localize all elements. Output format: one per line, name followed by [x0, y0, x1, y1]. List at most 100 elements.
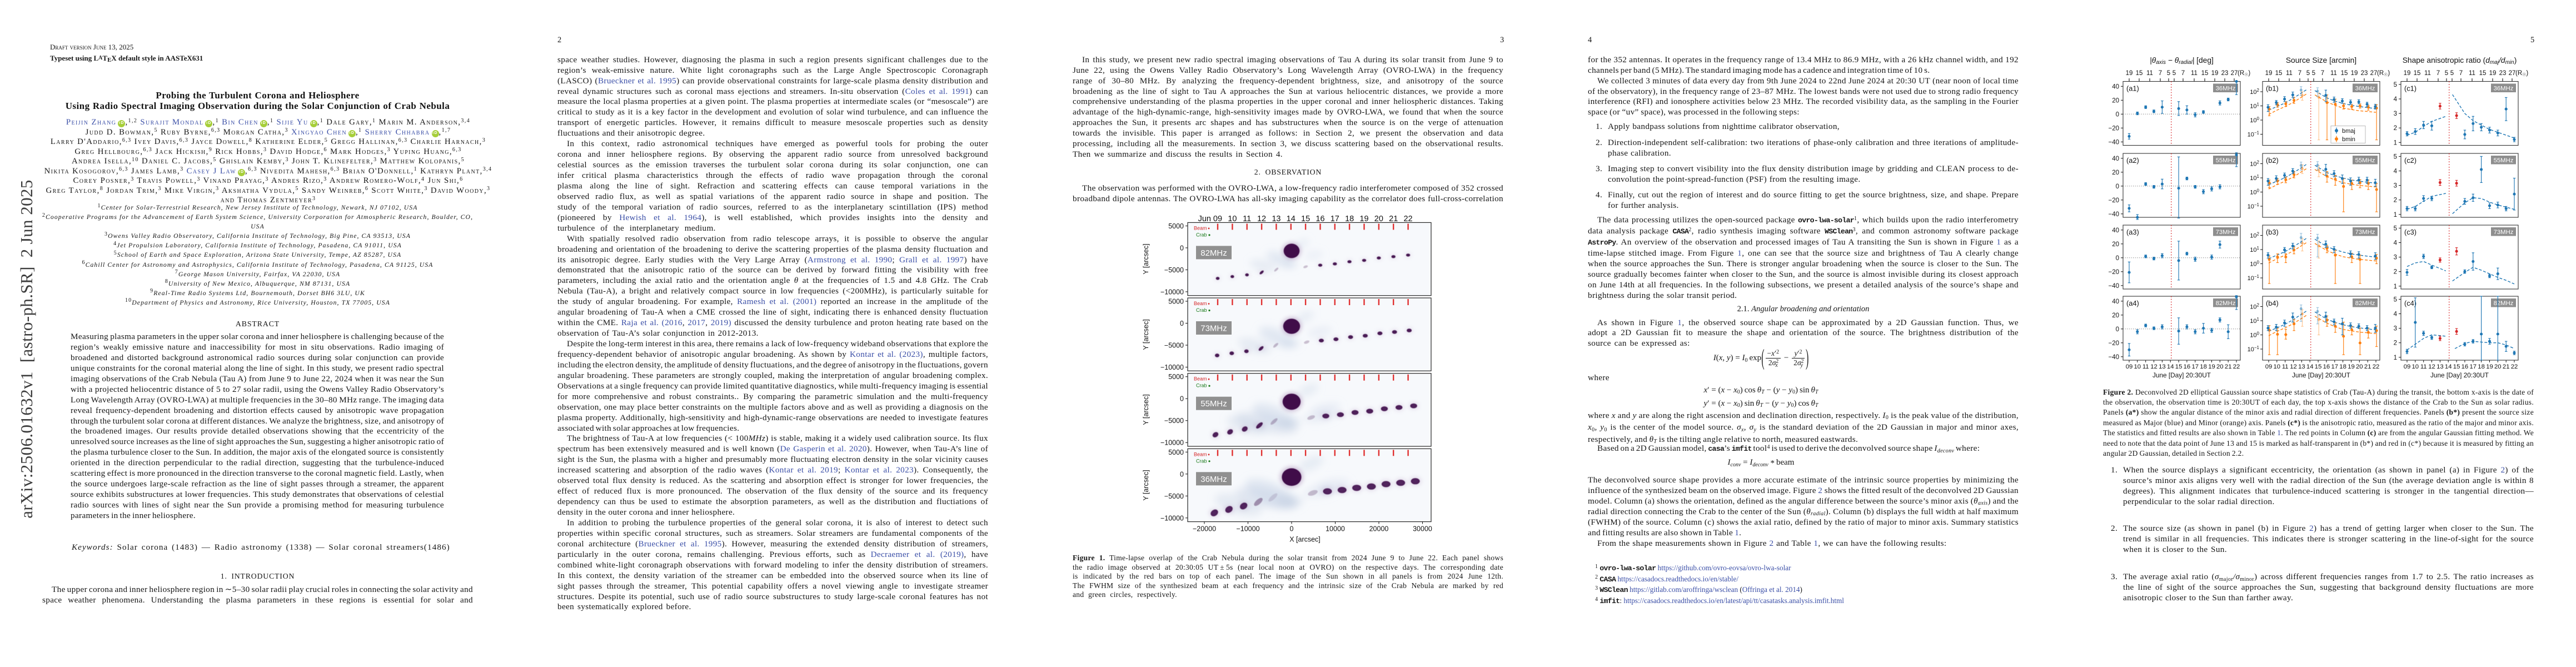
svg-text:20: 20 [2112, 97, 2119, 104]
svg-text:Source Size [arcmin]: Source Size [arcmin] [2286, 56, 2356, 64]
svg-text:09: 09 [1213, 215, 1222, 223]
svg-text:4: 4 [2394, 96, 2398, 103]
svg-text:40: 40 [2112, 298, 2119, 305]
svg-text:7: 7 [2437, 70, 2440, 77]
svg-text:10: 10 [2134, 364, 2141, 370]
svg-text:21: 21 [2503, 364, 2510, 370]
svg-text:Crab: Crab [1196, 232, 1207, 237]
svg-text:18: 18 [2478, 364, 2485, 370]
svg-text:2: 2 [2394, 269, 2397, 276]
svg-text:73MHz: 73MHz [1200, 324, 1227, 334]
svg-text:21: 21 [1389, 215, 1398, 223]
svg-text:5: 5 [2394, 225, 2397, 232]
svg-text:55MHz: 55MHz [2216, 157, 2236, 164]
svg-text:1: 1 [2394, 140, 2397, 146]
svg-text:21: 21 [2364, 364, 2371, 370]
svg-text:(c2): (c2) [2404, 156, 2416, 165]
svg-text:−20: −20 [2108, 269, 2119, 276]
svg-text:23: 23 [2221, 70, 2229, 77]
svg-text:11: 11 [2420, 364, 2427, 370]
svg-text:36MHz: 36MHz [2216, 86, 2236, 92]
svg-text:7: 7 [2459, 70, 2463, 77]
svg-text:4: 4 [2394, 240, 2398, 247]
svg-text:5: 5 [2306, 70, 2310, 77]
svg-text:09: 09 [2126, 364, 2133, 370]
svg-text:14: 14 [1287, 215, 1296, 223]
svg-text:(R☉): (R☉) [2377, 70, 2390, 77]
svg-text:82MHz: 82MHz [1200, 248, 1227, 258]
svg-text:19: 19 [1359, 215, 1368, 223]
svg-text:5: 5 [2450, 70, 2454, 77]
svg-text:5000: 5000 [1168, 449, 1184, 456]
svg-text:18: 18 [2339, 364, 2346, 370]
svg-text:5000: 5000 [1168, 222, 1184, 230]
svg-text:10−1: 10−1 [2248, 131, 2260, 138]
svg-text:(c1): (c1) [2404, 84, 2416, 93]
svg-text:Y [arcsec]: Y [arcsec] [1142, 243, 1150, 274]
svg-text:1: 1 [2394, 283, 2397, 290]
svg-text:−40: −40 [2108, 354, 2119, 361]
svg-text:−5000: −5000 [1164, 417, 1184, 425]
svg-text:(c4): (c4) [2404, 299, 2416, 307]
svg-text:19: 19 [2208, 364, 2215, 370]
svg-text:Beam: Beam [1194, 225, 1207, 231]
svg-text:12: 12 [1257, 215, 1266, 223]
svg-text:40: 40 [2112, 227, 2119, 234]
svg-text:20: 20 [2112, 312, 2119, 319]
svg-text:−10000: −10000 [1160, 439, 1184, 447]
svg-text:22: 22 [2233, 364, 2240, 370]
svg-text:17: 17 [2331, 364, 2339, 370]
svg-text:16: 16 [2323, 364, 2330, 370]
svg-text:7: 7 [2321, 70, 2324, 77]
svg-text:20: 20 [2356, 364, 2363, 370]
svg-text:0: 0 [2116, 111, 2119, 118]
svg-text:17: 17 [2470, 364, 2477, 370]
svg-text:11: 11 [2142, 364, 2149, 370]
svg-text:0: 0 [2116, 326, 2119, 333]
svg-text:15: 15 [2414, 70, 2421, 77]
svg-text:19: 19 [2489, 70, 2497, 77]
svg-text:12: 12 [2290, 364, 2297, 370]
svg-text:19: 19 [2351, 70, 2358, 77]
svg-text:bmin: bmin [2342, 136, 2355, 143]
svg-text:(a4): (a4) [2126, 299, 2139, 307]
svg-text:5: 5 [2173, 70, 2176, 77]
svg-text:7: 7 [2298, 70, 2301, 77]
svg-text:11: 11 [2424, 70, 2431, 77]
svg-text:13: 13 [2298, 364, 2305, 370]
svg-text:−5000: −5000 [1164, 342, 1184, 350]
svg-text:3: 3 [2394, 326, 2397, 332]
svg-text:2: 2 [2394, 197, 2397, 204]
svg-text:19: 19 [2265, 70, 2273, 77]
svg-text:−5000: −5000 [1164, 266, 1184, 274]
svg-text:101: 101 [2250, 102, 2259, 110]
svg-text:55MHz: 55MHz [2494, 157, 2514, 164]
svg-text:3: 3 [2394, 183, 2397, 190]
svg-text:0: 0 [2116, 255, 2119, 262]
svg-text:5: 5 [2394, 153, 2397, 160]
svg-text:5: 5 [2394, 296, 2397, 303]
svg-text:13: 13 [2437, 364, 2444, 370]
svg-text:14: 14 [2445, 364, 2452, 370]
svg-text:20: 20 [2216, 364, 2224, 370]
svg-text:bmaj: bmaj [2342, 128, 2355, 135]
svg-text:30000: 30000 [1413, 525, 1432, 533]
svg-text:19: 19 [2211, 70, 2219, 77]
svg-text:0: 0 [1180, 244, 1184, 252]
svg-text:82MHz: 82MHz [2494, 300, 2514, 307]
svg-text:June [Day] 20:30UT: June [Day] 20:30UT [2292, 371, 2350, 379]
svg-text:27: 27 [2509, 70, 2516, 77]
svg-text:15: 15 [2175, 364, 2183, 370]
svg-text:2: 2 [2394, 125, 2397, 132]
svg-text:(b4): (b4) [2266, 299, 2279, 307]
svg-text:X [arcsec]: X [arcsec] [1289, 536, 1321, 544]
svg-text:40: 40 [2112, 83, 2119, 90]
svg-text:27: 27 [2231, 70, 2238, 77]
svg-text:5000: 5000 [1168, 298, 1184, 306]
svg-text:27: 27 [2370, 70, 2378, 77]
svg-text:36MHz: 36MHz [2494, 86, 2514, 92]
svg-text:13: 13 [1272, 215, 1280, 223]
svg-text:Y [arcsec]: Y [arcsec] [1142, 470, 1150, 500]
svg-text:|θaxis − θradial| [deg]: |θaxis − θradial| [deg] [2150, 56, 2214, 66]
svg-text:102: 102 [2250, 303, 2259, 311]
